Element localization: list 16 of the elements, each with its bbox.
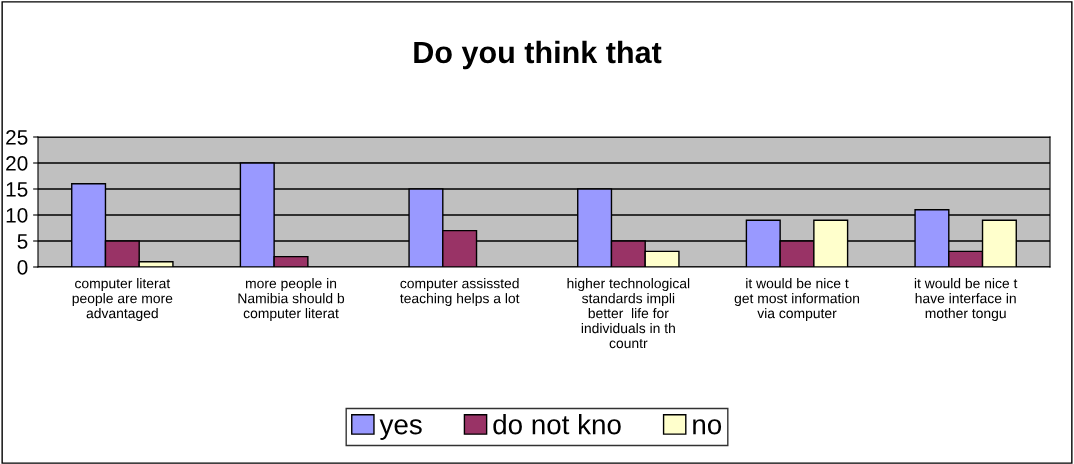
- y-tick-label: 5: [17, 234, 28, 249]
- x-tick-label: it would be nice t have interface in mother tongu: [914, 278, 1018, 321]
- legend-label: no: [693, 419, 722, 435]
- y-tick-label: 15: [6, 182, 28, 197]
- y-tick-label: 20: [6, 156, 28, 171]
- x-tick-label: computer assissted teaching helps a lot: [400, 278, 520, 307]
- x-tick-label: more people in Namibia should b computer literat: [238, 278, 345, 321]
- chart-title: Do you think that: [414, 40, 662, 70]
- y-tick-label: 10: [6, 208, 28, 223]
- x-tick-label: higher technological standards impli better life for individuals in th countr: [567, 278, 690, 349]
- x-tick-label: it would be nice t get most information via computer: [734, 278, 860, 321]
- x-tick-label: computer literat people are more advantaged: [72, 278, 173, 321]
- legend-label: yes: [379, 419, 422, 440]
- y-tick-label: 25: [6, 130, 28, 145]
- legend-label: do not kno: [493, 414, 621, 435]
- y-tick-label: 0: [17, 260, 28, 275]
